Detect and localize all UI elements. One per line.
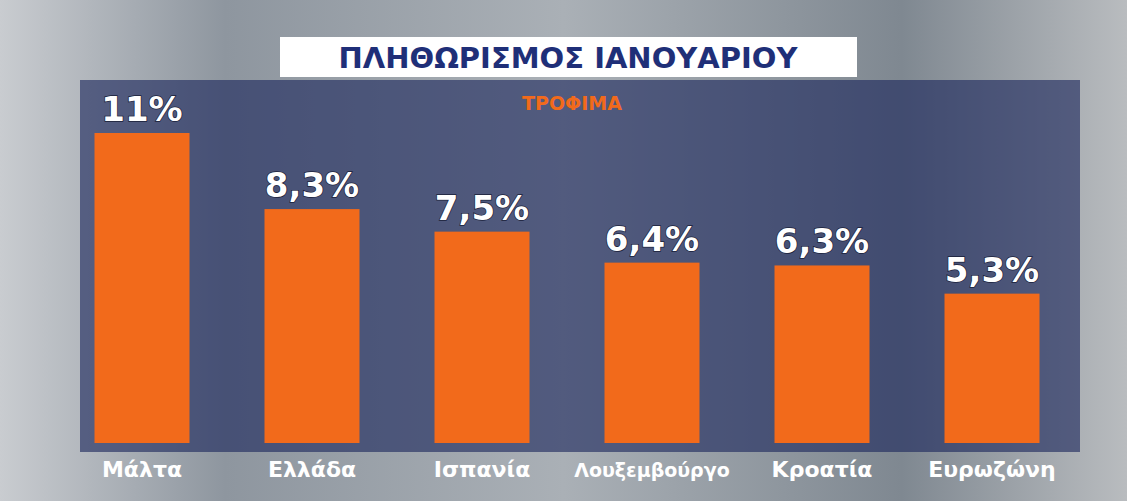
bar [435,232,530,443]
data-label: 6,4% [605,219,699,259]
bars [95,133,1040,443]
bar [775,265,870,443]
labels: 11% Μάλτα 8,3% Ελλάδα 7,5% Ισπανία 6,4% Λουξεμβ… [101,89,1055,482]
background [0,0,1127,501]
category-label: Μάλτα [102,457,182,482]
data-label: 11% [101,89,182,129]
bar [95,133,190,443]
panel [80,80,1080,452]
subtitle: ΤΡΟΦΙΜΑ [522,92,622,114]
bar [945,294,1040,443]
data-label: 8,3% [265,165,359,205]
chart: ΠΛΗΘΩΡΙΣΜΟΣ ΙΑΝΟΥΑΡΙΟΥ ΤΡΟΦΙΜΑ 11% Μάλτα 8,3… [0,0,1127,501]
title-box [280,37,857,77]
data-label: 6,3% [775,221,869,261]
category-label: Ισπανία [434,457,531,482]
category-label: Ευρωζώνη [928,457,1056,482]
category-label: Κροατία [772,457,873,482]
data-label: 7,5% [435,188,529,228]
bar [605,263,700,443]
bar [265,209,360,443]
category-label: Λουξεμβούργο [574,459,729,481]
data-label: 5,3% [945,250,1039,290]
category-label: Ελλάδα [268,457,356,482]
title: ΠΛΗΘΩΡΙΣΜΟΣ ΙΑΝΟΥΑΡΙΟΥ [339,41,799,75]
